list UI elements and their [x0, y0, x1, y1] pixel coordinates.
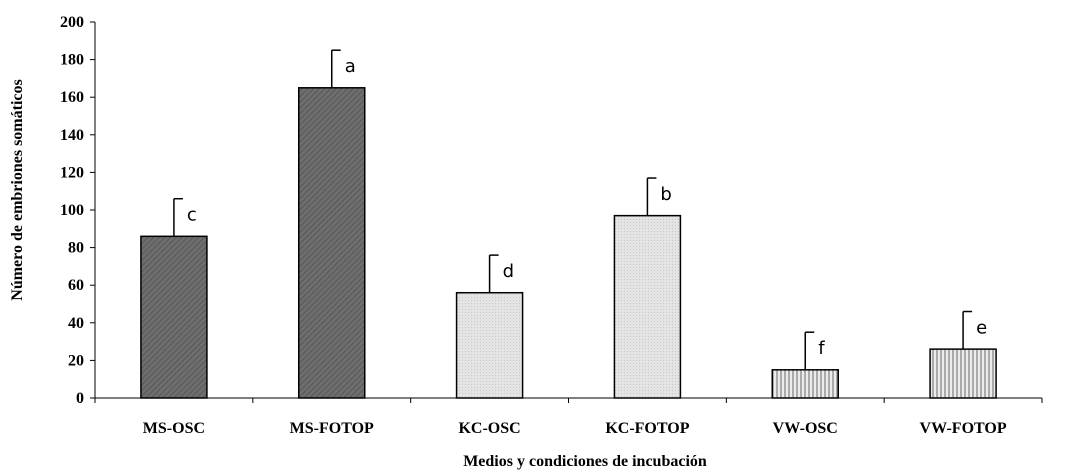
bar-vw-osc — [771, 369, 839, 399]
significance-letter: f — [818, 338, 825, 359]
bar-ms-osc — [140, 235, 208, 399]
x-category-label: MS-OSC — [143, 420, 205, 437]
bar-kc-fotop — [613, 214, 682, 399]
significance-letter: c — [187, 205, 197, 226]
bar-kc-osc — [455, 291, 524, 399]
y-tick-label: 140 — [60, 127, 84, 144]
significance-letter: d — [503, 261, 514, 282]
x-category-label: KC-OSC — [458, 420, 520, 437]
y-tick-label: 120 — [60, 164, 84, 181]
y-tick-label: 200 — [60, 14, 84, 31]
y-tick-label: 0 — [76, 390, 84, 407]
y-tick-label: 180 — [60, 52, 84, 69]
bar-vw-fotop — [929, 348, 997, 399]
y-tick-label: 100 — [60, 202, 84, 219]
y-tick-label: 160 — [60, 89, 84, 106]
y-tick-label: 60 — [68, 277, 84, 294]
significance-letter: e — [976, 318, 987, 339]
y-tick-label: 80 — [68, 240, 84, 257]
x-category-label: KC-FOTOP — [605, 420, 689, 437]
y-tick-label: 40 — [68, 315, 84, 332]
bar-ms-fotop — [298, 87, 366, 399]
y-axis-title: Número de embriones somáticos — [9, 79, 26, 300]
x-category-label: VW-OSC — [773, 420, 838, 437]
y-tick-label: 20 — [68, 352, 84, 369]
x-category-label: MS-FOTOP — [290, 420, 374, 437]
x-category-label: VW-FOTOP — [920, 420, 1007, 437]
significance-letter: a — [345, 56, 356, 77]
significance-letter: b — [660, 184, 671, 205]
x-axis-title: Medios y condiciones de incubación — [463, 453, 707, 470]
